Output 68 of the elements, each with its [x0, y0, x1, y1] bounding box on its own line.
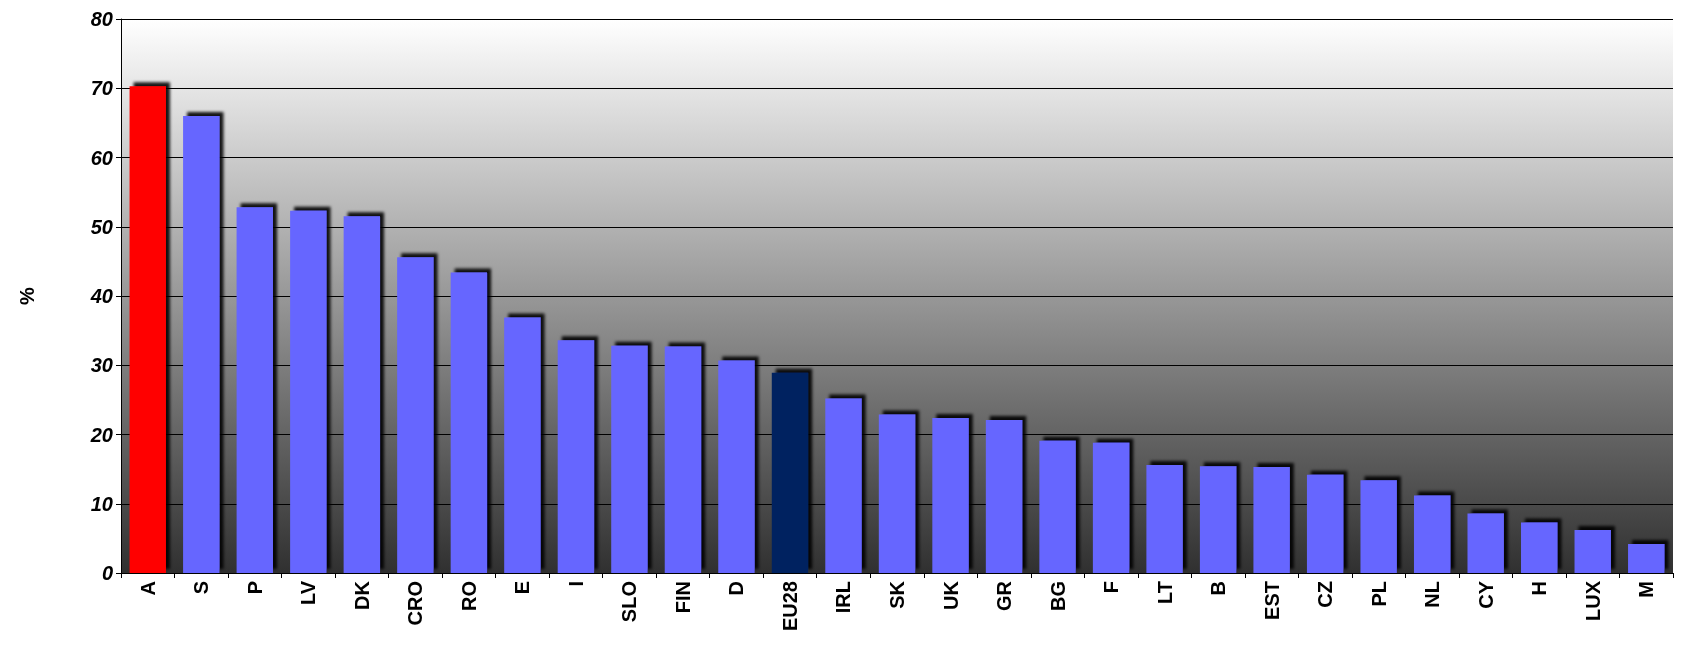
- bar: [1146, 464, 1183, 573]
- x-tick-label: CRO: [404, 581, 427, 626]
- x-tick-label: P: [243, 581, 266, 595]
- y-tick-label: 60: [90, 146, 113, 169]
- x-tick-label: SLO: [618, 581, 641, 623]
- x-tick-label: GR: [993, 580, 1016, 611]
- bar: [504, 317, 541, 573]
- bar: [878, 414, 916, 573]
- bar: [932, 417, 969, 573]
- bar: [718, 360, 755, 573]
- bar: [236, 207, 273, 573]
- bar: [557, 340, 595, 573]
- x-tick-label: F: [1100, 581, 1123, 594]
- y-tick-label: 20: [89, 423, 113, 446]
- bar: [1092, 442, 1130, 573]
- y-tick-label: 70: [90, 77, 113, 100]
- bar: [183, 115, 220, 573]
- x-tick-label: S: [190, 581, 213, 595]
- x-tick-label: B: [1207, 581, 1230, 596]
- x-tick-label: IRL: [832, 581, 855, 614]
- bar: [1253, 467, 1290, 573]
- x-tick-label: EST: [1260, 581, 1283, 620]
- x-tick-label: E: [511, 581, 534, 595]
- y-tick-label: 40: [89, 285, 113, 307]
- x-tick-label: RO: [457, 581, 480, 611]
- x-tick-label: SK: [886, 580, 908, 609]
- bar: [825, 398, 862, 573]
- bar: [1199, 466, 1237, 573]
- bar: [397, 257, 434, 573]
- x-tick-label: A: [136, 581, 159, 596]
- x-tick-label: CZ: [1314, 581, 1337, 608]
- bar: [1628, 543, 1665, 573]
- x-tick-label: M: [1635, 581, 1658, 598]
- bar: [343, 216, 381, 573]
- x-tick-label: LT: [1153, 581, 1176, 604]
- bar: [664, 346, 702, 573]
- x-tick-label: LUX: [1581, 580, 1604, 621]
- bar: [985, 419, 1023, 573]
- x-tick-label: CY: [1474, 580, 1497, 609]
- bar: [1306, 474, 1344, 573]
- y-tick-label: 10: [90, 492, 113, 515]
- bar: [1574, 530, 1611, 573]
- bar: [1360, 480, 1397, 573]
- x-tick-label: D: [725, 581, 748, 596]
- x-tick-label: H: [1528, 581, 1551, 596]
- x-tick-label: UK: [939, 580, 962, 610]
- bar: [1413, 495, 1451, 573]
- x-tick-label: FIN: [671, 581, 694, 614]
- bar: [1039, 440, 1076, 573]
- x-tick-label: LV: [297, 580, 320, 606]
- bar: [1467, 513, 1504, 573]
- x-tick-label: DK: [350, 580, 373, 610]
- x-tick-label: NL: [1421, 581, 1444, 608]
- bar: [771, 372, 809, 573]
- x-tick-label: BG: [1046, 581, 1069, 611]
- bar: [129, 86, 166, 573]
- bar: [611, 345, 648, 573]
- y-tick-label: 50: [90, 215, 113, 238]
- x-tick-label: I: [564, 581, 587, 587]
- x-tick-label: EU28: [778, 581, 801, 632]
- bar: [450, 272, 488, 573]
- y-axis-title: %: [16, 286, 38, 305]
- bar: [1521, 522, 1558, 573]
- y-tick-label: 80: [90, 8, 113, 30]
- y-tick-label: 30: [90, 354, 113, 377]
- y-tick-label: 0: [101, 562, 113, 584]
- bar: [290, 210, 327, 573]
- x-tick-label: PL: [1367, 581, 1390, 607]
